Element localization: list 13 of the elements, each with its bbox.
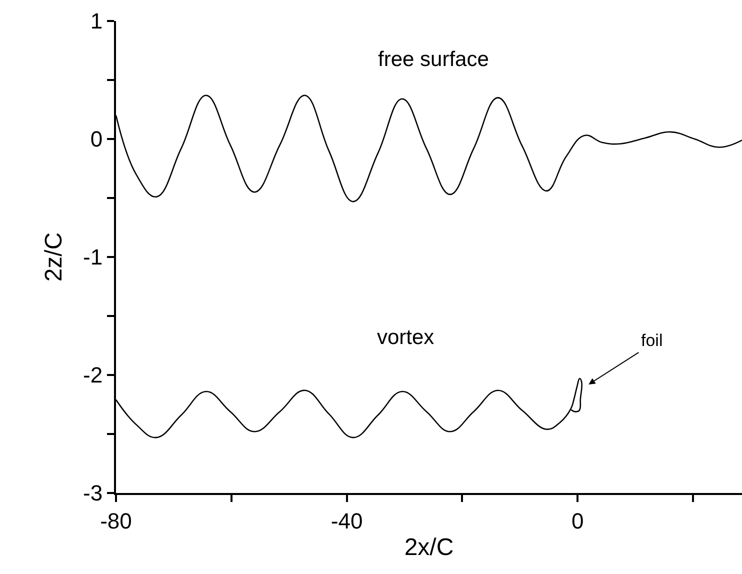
y-tick-label: 0	[90, 126, 103, 152]
annotation: foil	[641, 331, 663, 350]
x-axis-title: 2x/C	[404, 534, 454, 562]
y-tick-label: -3	[83, 480, 103, 506]
y-tick-label: -1	[83, 244, 103, 270]
text: vortex	[377, 326, 435, 349]
x-tick-label: 0	[571, 508, 584, 534]
y-tick-label: 1	[90, 8, 103, 34]
x-tick-label: -40	[330, 508, 363, 534]
x-tick-label: -80	[100, 508, 132, 534]
y-tick-label: -2	[83, 362, 103, 388]
y-axis-title: 2z/C	[40, 232, 68, 282]
series-label: free surface	[378, 48, 489, 71]
